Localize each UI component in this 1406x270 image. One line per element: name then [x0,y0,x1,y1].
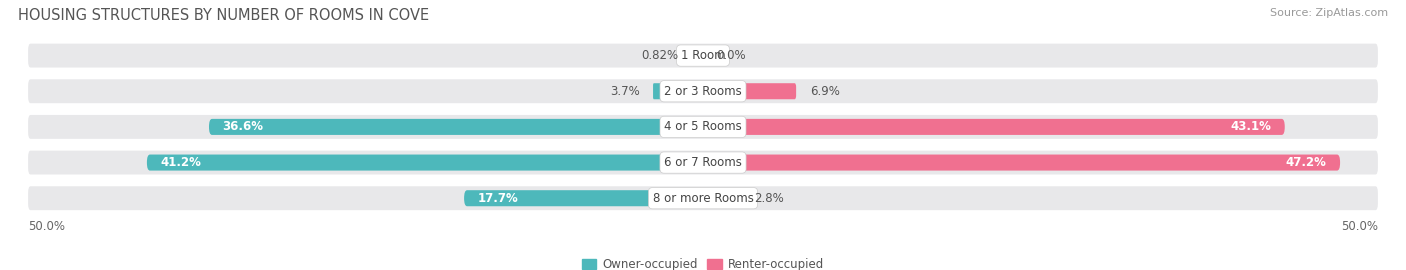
Legend: Owner-occupied, Renter-occupied: Owner-occupied, Renter-occupied [578,254,828,270]
Text: 36.6%: 36.6% [222,120,263,133]
Text: 6 or 7 Rooms: 6 or 7 Rooms [664,156,742,169]
Text: 1 Room: 1 Room [681,49,725,62]
Text: 50.0%: 50.0% [1341,220,1378,233]
FancyBboxPatch shape [703,154,1340,171]
Text: 0.82%: 0.82% [641,49,679,62]
FancyBboxPatch shape [28,186,1378,210]
Text: Source: ZipAtlas.com: Source: ZipAtlas.com [1270,8,1388,18]
FancyBboxPatch shape [703,190,741,206]
Text: 6.9%: 6.9% [810,85,839,98]
FancyBboxPatch shape [209,119,703,135]
Text: 3.7%: 3.7% [610,85,640,98]
Text: 43.1%: 43.1% [1230,120,1271,133]
Text: 0.0%: 0.0% [717,49,747,62]
FancyBboxPatch shape [703,119,1285,135]
Text: 2.8%: 2.8% [754,192,785,205]
FancyBboxPatch shape [28,151,1378,174]
Text: HOUSING STRUCTURES BY NUMBER OF ROOMS IN COVE: HOUSING STRUCTURES BY NUMBER OF ROOMS IN… [18,8,429,23]
FancyBboxPatch shape [652,83,703,99]
Text: 47.2%: 47.2% [1285,156,1327,169]
FancyBboxPatch shape [28,79,1378,103]
FancyBboxPatch shape [692,48,703,64]
Text: 17.7%: 17.7% [478,192,519,205]
FancyBboxPatch shape [464,190,703,206]
FancyBboxPatch shape [146,154,703,171]
FancyBboxPatch shape [28,44,1378,68]
Text: 4 or 5 Rooms: 4 or 5 Rooms [664,120,742,133]
Text: 41.2%: 41.2% [160,156,201,169]
FancyBboxPatch shape [28,115,1378,139]
Text: 8 or more Rooms: 8 or more Rooms [652,192,754,205]
Text: 50.0%: 50.0% [28,220,65,233]
FancyBboxPatch shape [703,83,796,99]
Text: 2 or 3 Rooms: 2 or 3 Rooms [664,85,742,98]
